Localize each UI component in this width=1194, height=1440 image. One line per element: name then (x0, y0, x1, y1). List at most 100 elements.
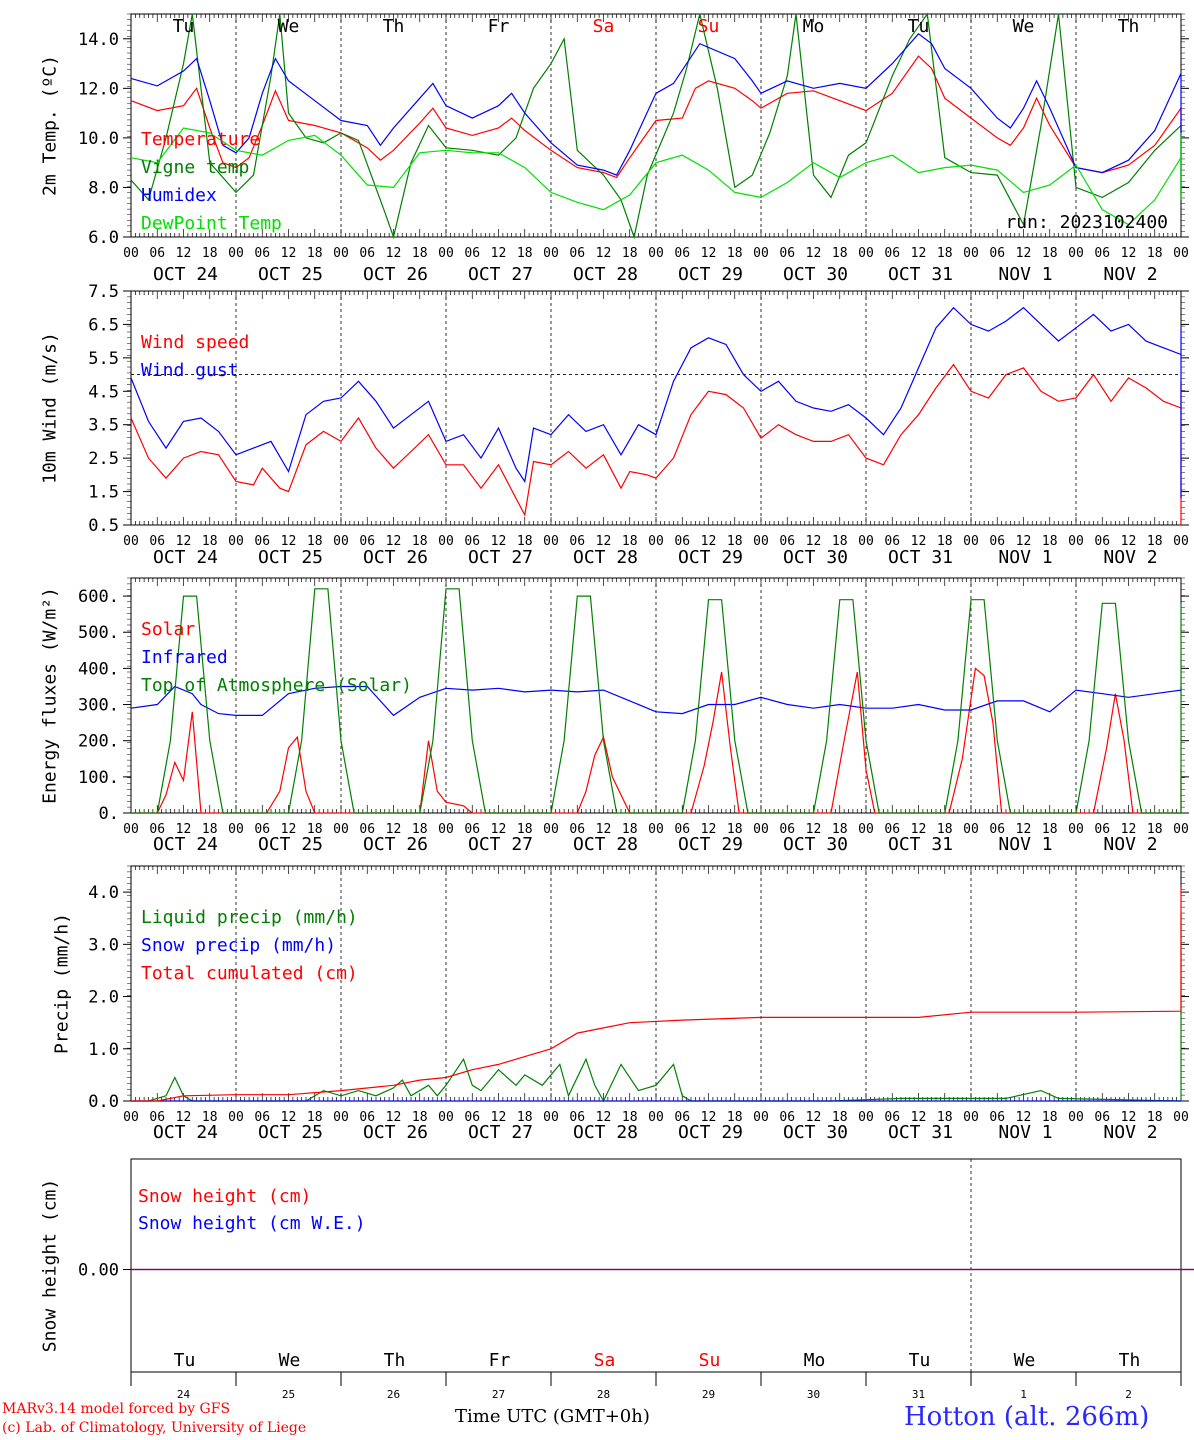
date-label: OCT 28 (573, 547, 638, 568)
hour-label: 12 (176, 246, 192, 261)
hour-label: 06 (254, 822, 270, 837)
hour-label: 06 (779, 822, 795, 837)
date-label: NOV 2 (1103, 1122, 1157, 1143)
date-label: OCT 24 (153, 834, 218, 855)
date-label: OCT 26 (363, 1122, 428, 1143)
y-axis-label: Precip (mm/h) (52, 913, 73, 1054)
y-tick-label: 300. (78, 696, 119, 716)
panel-3 (123, 577, 1189, 814)
hour-label: 06 (464, 534, 480, 549)
hour-label: 18 (832, 246, 848, 261)
hour-label: 12 (386, 822, 402, 837)
day-number: 26 (387, 1388, 400, 1401)
hour-label: 06 (464, 246, 480, 261)
series-line-temperature (130, 55, 1182, 200)
model-credit: MARv3.14 model forced by GFS (2, 1401, 231, 1417)
legend-entry: Wind speed (141, 332, 249, 353)
legend-entry: Top of Atmosphere (Solar) (141, 675, 412, 696)
hour-label: 00 (1068, 534, 1084, 549)
hour-label: 12 (176, 1110, 192, 1125)
hour-label: 12 (386, 246, 402, 261)
hour-label: 06 (149, 246, 165, 261)
date-label: OCT 28 (573, 1122, 638, 1143)
hour-label: 12 (596, 534, 612, 549)
y-axis-label: Energy fluxes (W/m²) (40, 587, 61, 804)
hour-label: 18 (727, 822, 743, 837)
plot-frame (130, 13, 1182, 238)
date-label: NOV 2 (1103, 834, 1157, 855)
hour-label: 06 (254, 246, 270, 261)
hour-label: 00 (963, 246, 979, 261)
panel-2 (123, 290, 1189, 526)
hour-label: 06 (989, 1110, 1005, 1125)
hour-label: 18 (307, 534, 323, 549)
hour-label: 00 (438, 1110, 454, 1125)
y-tick-label: 14.0 (78, 30, 119, 50)
legend-entry: Humidex (141, 185, 217, 206)
hour-label: 12 (701, 1110, 717, 1125)
hour-label: 12 (911, 246, 927, 261)
hour-label: 00 (963, 534, 979, 549)
hour-label: 00 (648, 534, 664, 549)
hour-label: 18 (622, 246, 638, 261)
hour-label: 00 (123, 1110, 139, 1125)
date-label: OCT 25 (258, 547, 323, 568)
hour-label: 00 (543, 1110, 559, 1125)
hour-label: 00 (1068, 822, 1084, 837)
hour-label: 06 (254, 1110, 270, 1125)
y-tick-label: 3.0 (88, 935, 119, 955)
hour-label: 18 (1042, 822, 1058, 837)
hour-label: 00 (1173, 534, 1189, 549)
hour-label: 00 (1068, 1110, 1084, 1125)
hour-label: 12 (1121, 246, 1137, 261)
date-label: OCT 25 (258, 834, 323, 855)
date-label: OCT 31 (888, 1122, 953, 1143)
hour-label: 18 (937, 1110, 953, 1125)
hour-label: 12 (596, 246, 612, 261)
legend-entry: Solar (141, 619, 195, 640)
y-axis-label: 10m Wind (m/s) (40, 332, 61, 484)
y-tick-label: 12.0 (78, 79, 119, 99)
hour-label: 06 (569, 1110, 585, 1125)
hour-label: 18 (622, 534, 638, 549)
hour-label: 06 (884, 534, 900, 549)
hour-label: 00 (228, 822, 244, 837)
panel-4 (123, 865, 1189, 1103)
hour-label: 06 (359, 1110, 375, 1125)
hour-label: 00 (858, 534, 874, 549)
hour-label: 12 (806, 822, 822, 837)
run-label: run: 2023102400 (1005, 212, 1168, 233)
hour-label: 00 (753, 246, 769, 261)
hour-label: 18 (202, 1110, 218, 1125)
day-number: 25 (282, 1388, 295, 1401)
date-label: OCT 31 (888, 264, 953, 285)
hour-label: 12 (806, 534, 822, 549)
date-label: OCT 27 (468, 1122, 533, 1143)
hour-label: 00 (648, 822, 664, 837)
date-label: OCT 29 (678, 834, 743, 855)
hour-label: 18 (727, 534, 743, 549)
hour-label: 12 (596, 1110, 612, 1125)
hour-label: 18 (1042, 1110, 1058, 1125)
weekday-label-top: We (1013, 16, 1035, 37)
hour-label: 18 (832, 1110, 848, 1125)
hour-label: 18 (202, 534, 218, 549)
hour-label: 12 (806, 1110, 822, 1125)
hour-label: 00 (438, 822, 454, 837)
hour-label: 12 (1016, 246, 1032, 261)
y-tick-label: 10.0 (78, 129, 119, 149)
legend-entry: Vigne temp (141, 157, 249, 178)
hour-label: 00 (543, 534, 559, 549)
hour-label: 00 (228, 1110, 244, 1125)
hour-label: 00 (963, 822, 979, 837)
day-number: 2 (1125, 1388, 1132, 1401)
hour-label: 06 (884, 822, 900, 837)
weekday-label-top: Fr (488, 16, 510, 37)
hour-label: 00 (753, 1110, 769, 1125)
hour-label: 00 (543, 246, 559, 261)
hour-label: 00 (438, 246, 454, 261)
legend-entry: Snow height (cm) (138, 1186, 311, 1207)
weekday-label-top: Tu (908, 16, 930, 37)
hour-label: 12 (1121, 534, 1137, 549)
hour-label: 18 (727, 1110, 743, 1125)
